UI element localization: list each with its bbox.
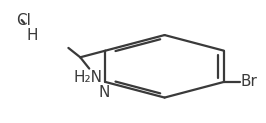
Text: N: N bbox=[98, 85, 110, 100]
Text: Br: Br bbox=[241, 74, 257, 89]
Text: H₂N: H₂N bbox=[73, 70, 102, 85]
Text: H: H bbox=[26, 28, 38, 43]
Text: Cl: Cl bbox=[16, 13, 31, 28]
